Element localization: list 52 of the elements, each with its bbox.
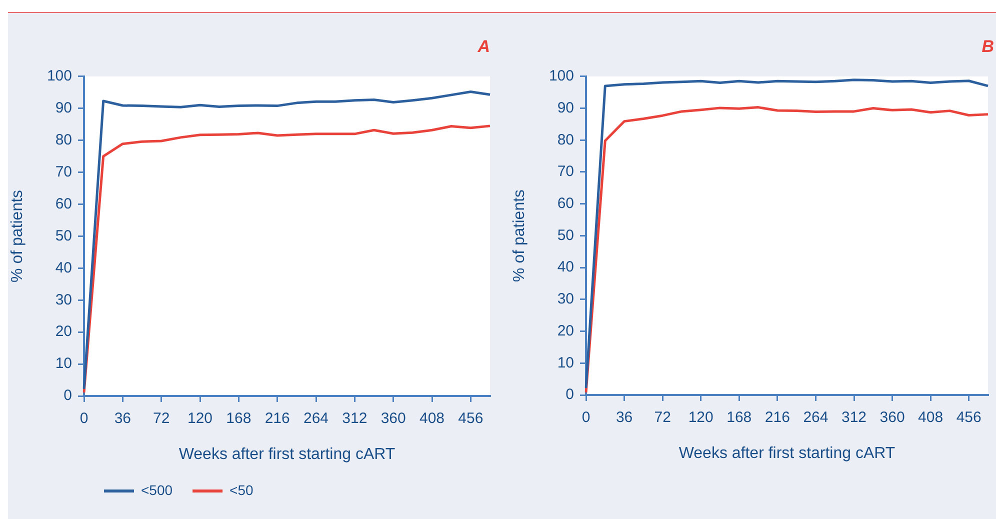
y-tick-label: 30 (55, 291, 72, 308)
x-tick-label: 36 (114, 410, 132, 428)
x-tick-label: 72 (152, 410, 170, 428)
x-tick-label: 168 (726, 409, 752, 426)
y-tick-label: 10 (557, 354, 574, 372)
x-tick-label: 408 (419, 410, 445, 428)
x-tick-label: 264 (303, 410, 329, 428)
y-axis-title: % of patients (9, 190, 26, 282)
x-tick-label: 360 (380, 410, 406, 428)
y-tick-label: 10 (55, 355, 72, 372)
x-tick-label: 0 (80, 410, 88, 428)
y-tick-label: 90 (557, 99, 574, 116)
y-tick-label: 60 (557, 194, 574, 212)
y-tick-label: 80 (55, 131, 72, 148)
y-tick-label: 40 (55, 259, 72, 276)
chart-title: B (982, 36, 994, 56)
y-tick-label: 70 (557, 163, 574, 180)
x-tick-label: 216 (264, 410, 290, 428)
y-tick-label: 100 (46, 68, 72, 85)
x-tick-label: 72 (654, 409, 671, 426)
x-tick-label: 408 (918, 409, 944, 426)
x-tick-label: 264 (803, 409, 828, 426)
x-tick-label: 360 (880, 409, 905, 426)
y-tick-label: 0 (64, 387, 72, 404)
legend-label: <50 (230, 482, 254, 498)
x-tick-label: 36 (616, 409, 633, 426)
legend-label: <500 (141, 482, 173, 498)
y-tick-label: 50 (55, 227, 72, 244)
x-tick-label: 120 (187, 410, 213, 428)
y-tick-label: 40 (557, 258, 574, 276)
y-tick-label: 70 (55, 163, 72, 180)
y-tick-label: 100 (548, 68, 574, 85)
x-tick-label: 168 (226, 410, 252, 428)
y-tick-label: 50 (557, 226, 574, 244)
y-tick-label: 60 (55, 195, 72, 212)
chart-title: A (476, 36, 490, 56)
y-tick-label: 20 (557, 322, 574, 340)
y-tick-label: 30 (557, 290, 574, 308)
y-tick-label: 90 (55, 100, 72, 116)
x-axis-title: Weeks after first starting cART (178, 446, 396, 463)
x-tick-label: 0 (582, 409, 590, 426)
x-tick-label: 456 (458, 410, 484, 428)
y-tick-label: 0 (566, 386, 574, 404)
x-tick-label: 312 (841, 409, 867, 426)
x-tick-label: 120 (688, 409, 714, 426)
x-axis-title: Weeks after first starting cART (678, 444, 896, 462)
y-tick-label: 80 (557, 131, 574, 148)
x-tick-label: 456 (956, 409, 982, 426)
y-tick-label: 20 (55, 323, 72, 340)
y-axis-title: % of patients (511, 189, 528, 282)
x-tick-label: 312 (342, 410, 368, 428)
x-tick-label: 216 (764, 409, 790, 426)
